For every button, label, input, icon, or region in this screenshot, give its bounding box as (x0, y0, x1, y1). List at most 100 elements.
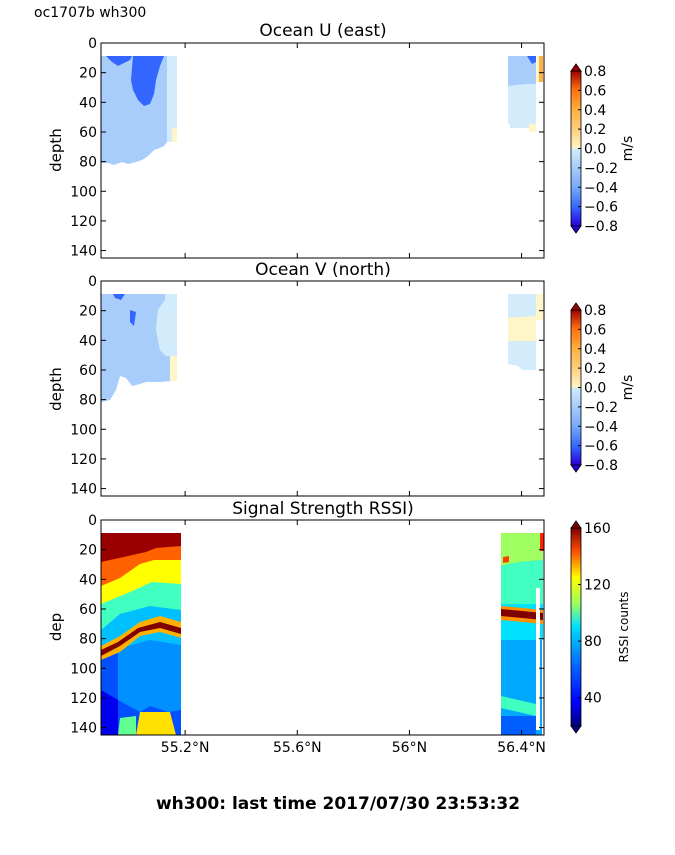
x-tick-label: 56°N (392, 740, 427, 756)
panel-frame (100, 280, 545, 497)
y-tick-label: 40 (79, 333, 97, 349)
colorbar-extend-top (570, 63, 582, 72)
colorbar-tick-label: −0.2 (584, 400, 618, 416)
data-region-west-warm (172, 128, 177, 142)
panel-frame (100, 42, 545, 259)
data-region-west-edge (156, 294, 177, 356)
colorbar-bar (570, 527, 582, 727)
y-tick-label: 80 (79, 393, 97, 409)
y-tick-label: 0 (88, 513, 97, 529)
y-tick-label: 0 (88, 274, 97, 290)
panel-title: Ocean V (north) (255, 260, 391, 280)
y-tick-label: 0 (88, 36, 97, 52)
y-axis: 0 20 40 60 80 100 120 140 (70, 274, 544, 498)
data-region-east-green (501, 533, 543, 566)
colorbar-extend-bottom (570, 225, 582, 234)
data-region-east-light-bottom (508, 341, 536, 370)
colorbar-tick-label: −0.6 (584, 200, 618, 216)
y-tick-label: 140 (70, 721, 97, 737)
y-tick-label: 20 (79, 543, 97, 559)
data-region-east-light (508, 84, 536, 128)
colorbar-tick-label: 120 (584, 578, 611, 594)
colorbar-tick-label: 80 (584, 634, 602, 650)
panel-title: Ocean U (east) (259, 21, 386, 41)
y-tick-label: 100 (70, 422, 97, 438)
data-region-west-background (101, 294, 172, 402)
y-tick-label: 100 (70, 661, 97, 677)
colorbar-tick-label: −0.8 (584, 219, 618, 235)
data-region-east-cyan (501, 560, 543, 604)
colorbar: 0.8 0.6 0.4 0.2 0.0 −0.2 −0.4 −0.6 −0.8 m/s (570, 63, 636, 235)
colorbar-extend-top (570, 302, 582, 311)
y-tick-label: 140 (70, 244, 97, 260)
colorbar-tick-label: 160 (584, 521, 611, 537)
data-region-group (101, 533, 544, 735)
y-tick-label: 40 (79, 572, 97, 588)
data-region-east-bottom-blue (501, 716, 536, 735)
data-region-east-band-core (501, 609, 543, 620)
data-region-east-right-edge (540, 533, 544, 551)
y-tick-label: 80 (79, 632, 97, 648)
colorbar-tick-label: −0.8 (584, 458, 618, 474)
colorbar-tick-label: 0.2 (584, 361, 606, 377)
colorbar-extend-bottom (570, 464, 582, 473)
figure-footer: wh300: last time 2017/07/30 23:53:32 (156, 794, 520, 814)
y-tick-label: 60 (79, 363, 97, 379)
colorbar-tick-label: 0.4 (584, 103, 606, 119)
colorbar-tick-label: 0.6 (584, 83, 606, 99)
y-tick-label: 100 (70, 184, 97, 200)
colorbar-tick-label: 0.0 (584, 381, 606, 397)
colorbar-tick-label: 0.8 (584, 64, 606, 80)
panel-frame (100, 519, 545, 736)
colorbar-tick-label: −0.4 (584, 180, 618, 196)
x-axis (184, 43, 523, 258)
colorbar-tick-label: 40 (584, 691, 602, 707)
y-axis: 0 20 40 60 80 100 120 140 (70, 513, 544, 737)
data-region-west-deep (101, 690, 118, 735)
data-region-west-core (106, 56, 164, 106)
y-axis-label: depth (47, 128, 65, 172)
x-tick-label: 55.2°N (161, 740, 210, 756)
colorbar-extend-bottom (570, 725, 582, 734)
colorbar-tick-label: 0.0 (584, 142, 606, 158)
x-axis: 55.2°N 55.6°N 56°N 56.4°N (161, 520, 546, 756)
colorbar: 160 120 80 40 RSSI counts (570, 520, 631, 734)
colorbar-tick-label: −0.2 (584, 161, 618, 177)
data-region-west-bottom-green (118, 716, 136, 735)
data-region-west-top (101, 533, 181, 562)
figure-header: oc1707b wh300 (34, 5, 146, 21)
colorbar-tick-label: 0.4 (584, 342, 606, 358)
data-region-east-light (508, 294, 536, 318)
x-axis (184, 281, 523, 496)
data-region-group (101, 56, 543, 165)
data-region-east-warm-strip (538, 56, 543, 82)
colorbar: 0.8 0.6 0.4 0.2 0.0 −0.2 −0.4 −0.6 −0.8 m/s (570, 302, 636, 474)
data-region-east-corner (527, 56, 536, 64)
data-region-west-core-1 (113, 294, 125, 300)
data-region-east-dot (503, 556, 509, 563)
colorbar-label: RSSI counts (617, 591, 631, 662)
data-region-group (101, 294, 543, 402)
y-tick-label: 60 (79, 602, 97, 618)
panel-rssi: Signal Strength RSSI) (47, 499, 631, 756)
y-tick-label: 120 (70, 452, 97, 468)
data-region-west-warm (170, 356, 177, 381)
data-region-east-warm-bottom (529, 124, 536, 132)
y-axis: 0 20 40 60 80 100 120 140 (70, 36, 544, 260)
colorbar-extend-top (570, 520, 582, 529)
y-tick-label: 120 (70, 214, 97, 230)
panel-ocean-v: Ocean V (north) 0 20 40 60 80 100 120 140 depth… (47, 260, 636, 498)
y-tick-label: 20 (79, 304, 97, 320)
x-tick-label: 55.6°N (273, 740, 322, 756)
colorbar-tick-label: 0.2 (584, 122, 606, 138)
data-region-west-bottom-warm (136, 712, 176, 735)
y-tick-label: 120 (70, 691, 97, 707)
y-tick-label: 80 (79, 155, 97, 171)
data-region-west-edge (167, 56, 177, 142)
data-region-east-warm-strip (536, 294, 543, 320)
y-tick-label: 60 (79, 125, 97, 141)
data-region-east-bottom-cyan (501, 696, 536, 716)
colorbar-label: m/s (620, 136, 636, 162)
